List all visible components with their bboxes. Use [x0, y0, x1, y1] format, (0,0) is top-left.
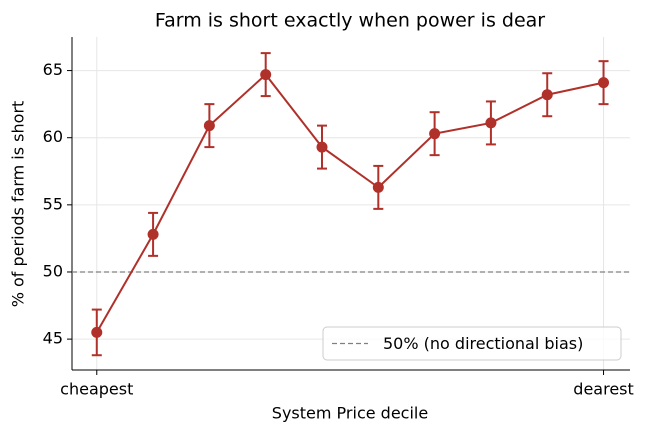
legend-label: 50% (no directional bias) — [383, 334, 583, 353]
x-tick-label: cheapest — [60, 380, 133, 399]
y-tick-label: 45 — [43, 329, 63, 348]
data-point — [260, 69, 272, 81]
data-point — [372, 181, 384, 193]
data-point — [541, 89, 553, 101]
data-point — [203, 120, 215, 132]
data-point — [147, 228, 159, 240]
y-tick-label: 65 — [43, 60, 63, 79]
x-axis-label: System Price decile — [272, 404, 428, 423]
data-point — [316, 141, 328, 153]
y-tick-label: 55 — [43, 194, 63, 213]
legend — [322, 326, 622, 361]
y-tick-label: 60 — [43, 127, 63, 146]
x-tick-label: dearest — [573, 380, 633, 399]
data-point — [598, 77, 610, 89]
data-line — [95, 73, 604, 333]
y-tick-label: 50 — [43, 261, 63, 280]
data-point — [485, 117, 497, 129]
data-point — [91, 326, 103, 338]
chart-title: Farm is short exactly when power is dear — [155, 10, 545, 32]
y-axis-label: % of periods farm is short — [9, 101, 28, 308]
data-point — [429, 128, 441, 140]
